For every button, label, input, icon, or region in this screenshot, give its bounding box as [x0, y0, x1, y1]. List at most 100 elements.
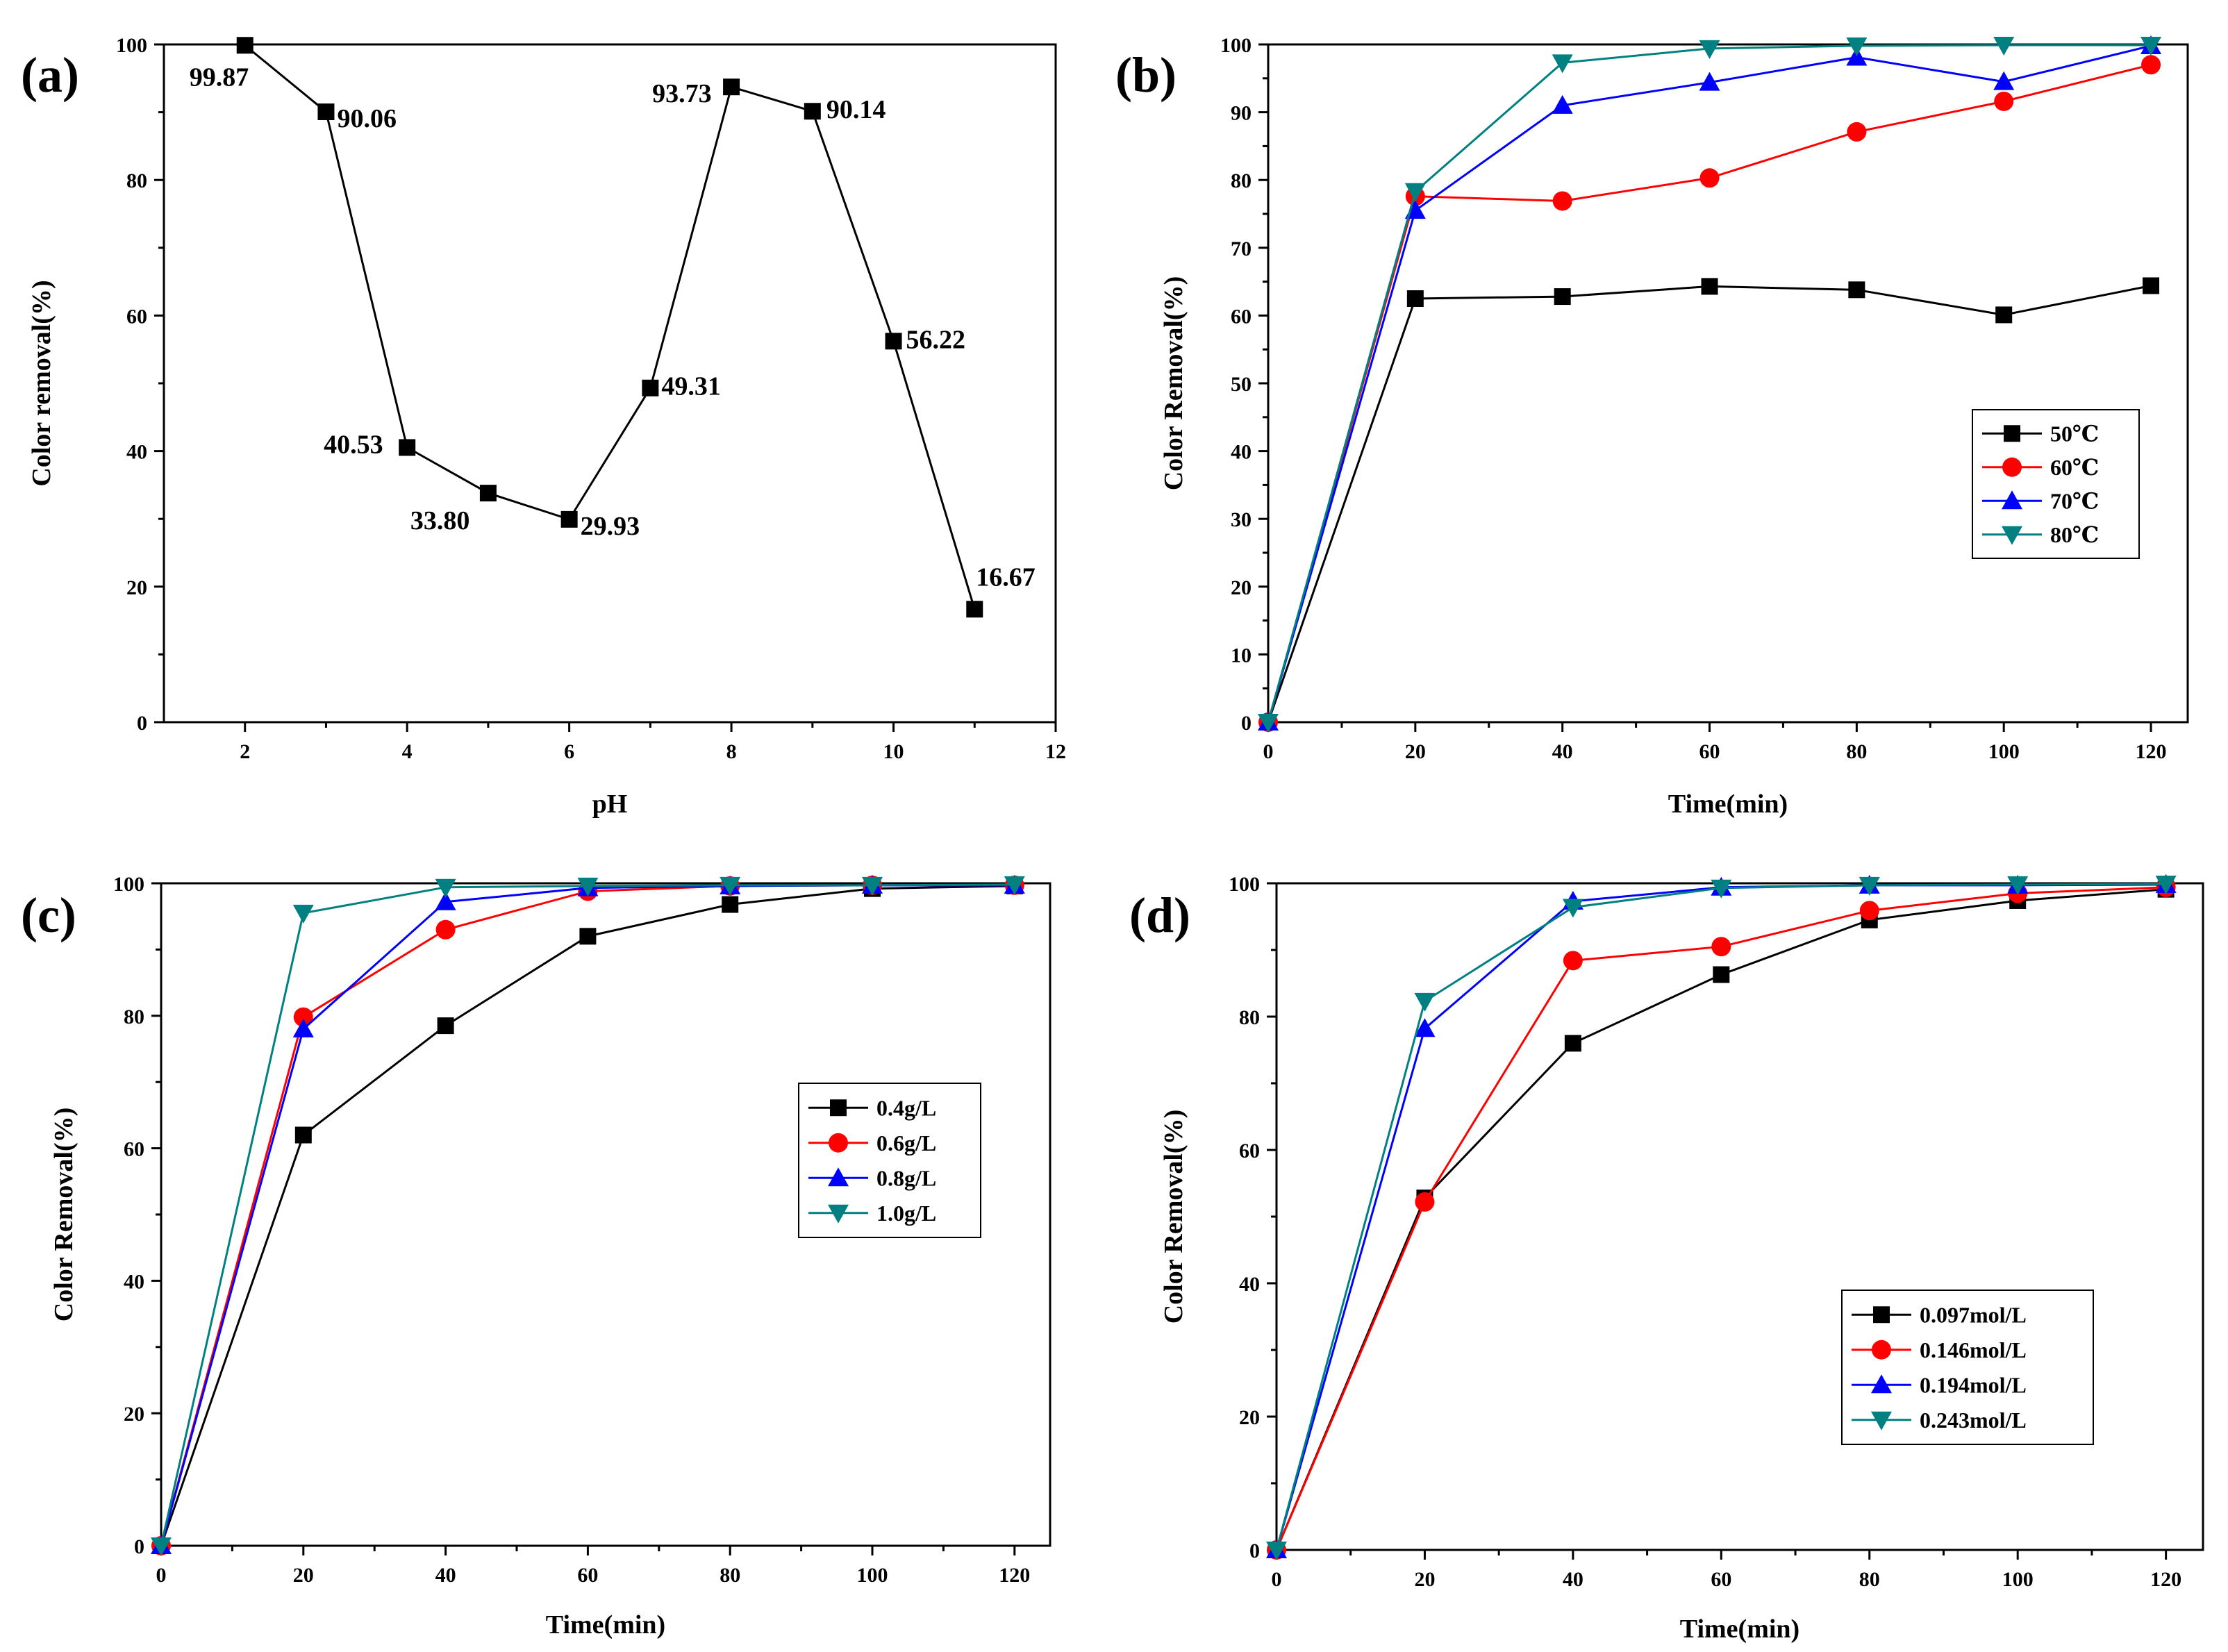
- y-tick-label: 60: [1231, 305, 1252, 328]
- legend-swatch-marker: [2004, 425, 2020, 442]
- data-point: [317, 103, 335, 121]
- y-axis-title: Color Removal(%): [1159, 276, 1188, 491]
- data-point: [1713, 966, 1730, 983]
- data-label: 90.06: [337, 104, 397, 133]
- series-line: [1275, 888, 2166, 1551]
- x-axis-title: Time(min): [1668, 790, 1788, 819]
- x-axis-title: pH: [592, 790, 628, 819]
- data-point: [642, 379, 659, 397]
- series-0.243mol/L: [1266, 875, 2177, 1560]
- data-point: [1711, 937, 1731, 957]
- x-tick-label: 40: [1563, 1568, 1583, 1591]
- legend-swatch-marker: [1871, 1374, 1892, 1394]
- x-tick-label: 0: [156, 1564, 167, 1587]
- panel-label: (b): [1115, 47, 1177, 103]
- data-point: [722, 896, 739, 913]
- y-axis-title: Color Removal(%): [1159, 1110, 1188, 1324]
- x-tick-label: 80: [1846, 740, 1867, 763]
- x-tick-label: 4: [402, 740, 413, 763]
- data-point: [1846, 47, 1868, 66]
- data-point: [1711, 879, 1732, 899]
- x-tick-label: 100: [857, 1564, 888, 1587]
- panel-label: (c): [21, 887, 76, 943]
- data-point: [2007, 876, 2029, 895]
- y-tick-label: 20: [124, 1403, 144, 1426]
- y-tick-label: 80: [126, 169, 147, 192]
- y-tick-label: 0: [137, 712, 147, 735]
- series-0.097mol/L: [1268, 881, 2175, 1558]
- data-point: [1004, 876, 1025, 895]
- x-axis-title: Time(min): [1680, 1615, 1799, 1644]
- x-tick-label: 60: [577, 1564, 598, 1587]
- data-point: [723, 78, 740, 96]
- legend-label: 0.097mol/L: [1920, 1302, 2027, 1327]
- data-point: [2155, 875, 2177, 894]
- data-point: [236, 37, 253, 54]
- y-tick-label: 80: [1231, 169, 1252, 192]
- y-tick-label: 0: [134, 1535, 144, 1558]
- y-tick-label: 90: [1231, 102, 1252, 125]
- y-tick-label: 100: [1229, 873, 1260, 896]
- legend-swatch-marker: [2002, 526, 2022, 545]
- data-point: [1993, 71, 2015, 90]
- plot-frame: [163, 43, 1057, 724]
- data-point: [1552, 54, 1573, 74]
- data-point: [966, 601, 983, 618]
- plot-frame: [1267, 43, 2189, 724]
- x-tick-label: 20: [1405, 740, 1426, 763]
- legend-swatch-marker: [2002, 490, 2022, 510]
- y-axis-title: Color removal(%): [27, 280, 56, 486]
- chart-panel-d: (d) 0 20 40 60 80 100 120 0 20 40 60 80 100 Time(min) C…: [1129, 873, 2204, 1644]
- x-tick-label: 6: [564, 740, 574, 763]
- series-line: [1275, 886, 2166, 1551]
- y-tick-label: 70: [1231, 237, 1252, 260]
- y-tick-label: 0: [1241, 712, 1252, 735]
- x-tick-label: 100: [2002, 1568, 2034, 1591]
- legend-label: 0.146mol/L: [1920, 1337, 2027, 1362]
- y-tick-label: 60: [124, 1138, 144, 1161]
- y-tick-label: 10: [1231, 644, 1252, 667]
- data-point: [560, 510, 578, 528]
- series-line: [244, 44, 976, 610]
- series-70℃: [1258, 35, 2162, 731]
- legend-swatch-marker: [828, 1204, 849, 1224]
- y-tick-label: 100: [116, 34, 147, 57]
- legend-label: 0.243mol/L: [1920, 1408, 2027, 1433]
- data-point: [1994, 91, 2014, 111]
- data-point: [1848, 281, 1865, 299]
- data-point: [1564, 1035, 1581, 1052]
- y-tick-label: 0: [1249, 1540, 1260, 1562]
- data-point: [1552, 94, 1573, 114]
- data-point: [1406, 290, 1424, 307]
- y-tick-label: 100: [113, 873, 144, 896]
- x-tick-label: 80: [720, 1564, 740, 1587]
- data-point: [885, 333, 902, 350]
- data-point: [1562, 899, 1583, 918]
- data-point: [1859, 876, 1880, 896]
- data-point: [804, 103, 821, 120]
- data-point: [862, 876, 883, 896]
- data-point: [1415, 1192, 1435, 1212]
- data-point: [294, 1126, 312, 1144]
- data-point: [579, 928, 597, 945]
- data-point: [1995, 306, 2013, 324]
- legend-label: 0.4g/L: [876, 1095, 936, 1120]
- series-line: [1275, 883, 2166, 1551]
- data-point: [1859, 901, 1879, 921]
- data-point: [293, 1007, 313, 1027]
- chart-panel-b: (b) 0 20 40 60 80 100 120 0 10 20 30 40 50 60 70 80 90 100…: [1115, 34, 2189, 819]
- chart-panel-c: (c) 0 20 40 60 80 100 120 0 20 40 60 80 100 Time(min) C…: [21, 873, 1051, 1640]
- legend-label: 60℃: [2050, 455, 2099, 480]
- legend-box: [798, 1083, 981, 1238]
- legend-swatch-marker: [830, 1099, 847, 1117]
- x-tick-label: 10: [883, 740, 904, 763]
- y-tick-label: 80: [124, 1006, 144, 1028]
- series-line: [1267, 44, 2152, 723]
- data-label: 99.87: [190, 62, 249, 92]
- y-tick-label: 60: [126, 305, 147, 328]
- data-point: [1563, 951, 1583, 971]
- chart-panel-a: (a) 2 4 6 8 10 12 0 20 40 60 80 100 pH Color removal(%…: [21, 34, 1066, 819]
- legend-swatch-marker: [829, 1133, 848, 1153]
- data-point: [577, 877, 599, 896]
